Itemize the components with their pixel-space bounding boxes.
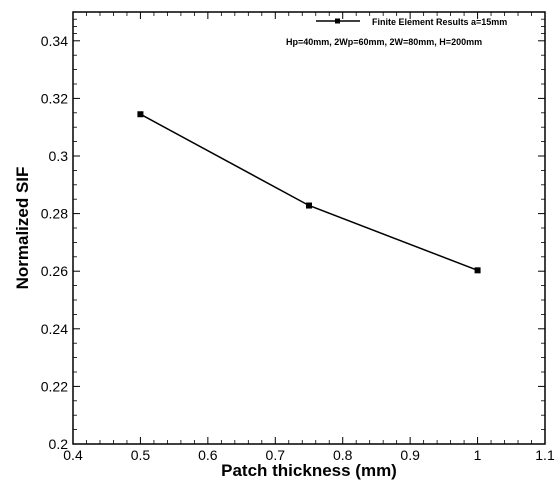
legend-marker bbox=[335, 18, 340, 24]
y-tick-label: 0.32 bbox=[41, 90, 68, 106]
data-point bbox=[474, 267, 481, 274]
y-tick-label: 0.26 bbox=[41, 263, 68, 279]
y-tick-label: 0.24 bbox=[41, 321, 68, 337]
legend: Finite Element Results a=15mm Hp=40mm, 2… bbox=[286, 17, 507, 47]
y-axis-label: Normalized SIF bbox=[13, 167, 32, 290]
x-tick-label: 0.7 bbox=[266, 447, 286, 463]
data-point bbox=[306, 202, 312, 209]
y-tick-label: 0.28 bbox=[41, 206, 68, 222]
x-tick-label: 0.4 bbox=[63, 447, 83, 463]
x-tick-label: 0.9 bbox=[400, 447, 420, 463]
x-tick-label: 0.5 bbox=[131, 447, 151, 463]
plot-frame bbox=[72, 11, 546, 445]
y-tick-label: 0.22 bbox=[41, 378, 68, 394]
tick-labels: 0.4 0.5 0.6 0.7 0.8 0.9 1 1.1 0.2 0.22 0.24 0.26 0.2… bbox=[41, 33, 555, 463]
x-tick-label: 0.6 bbox=[198, 447, 218, 463]
series-layer bbox=[137, 111, 481, 274]
x-axis-label: Patch thickness (mm) bbox=[221, 461, 397, 480]
legend-label: Finite Element Results a=15mm bbox=[372, 17, 507, 27]
data-point bbox=[137, 111, 144, 118]
axis-ticks bbox=[72, 12, 546, 445]
series-line bbox=[140, 113, 478, 272]
y-tick-label: 0.3 bbox=[49, 148, 69, 164]
y-tick-label: 0.34 bbox=[41, 33, 68, 49]
parameter-annotation: Hp=40mm, 2Wp=60mm, 2W=80mm, H=200mm bbox=[286, 37, 482, 47]
x-tick-label: 1 bbox=[474, 447, 482, 463]
y-tick-label: 0.2 bbox=[49, 436, 69, 452]
x-tick-label: 0.8 bbox=[333, 447, 353, 463]
x-tick-label: 1.1 bbox=[535, 447, 555, 463]
